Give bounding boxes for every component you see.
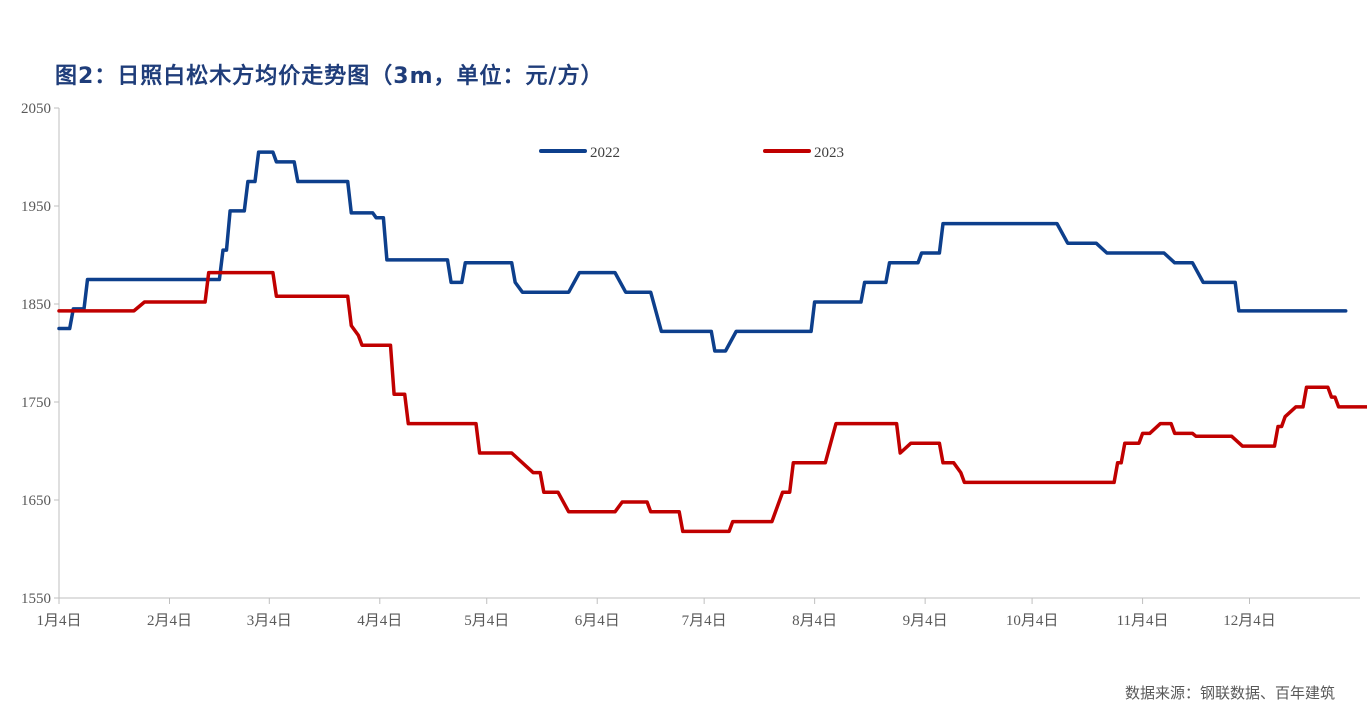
x-tick-label: 3月4日 xyxy=(247,613,292,629)
data-source-note: 数据来源：钢联数据、百年建筑 xyxy=(1124,684,1335,702)
x-tick-label: 2月4日 xyxy=(147,613,192,629)
x-tick-label: 7月4日 xyxy=(682,613,727,629)
axes: 1550 1650 1750 1850 1950 2050 1月4日 2月4日 3月4日 4月4日… xyxy=(21,101,1360,629)
y-tick-label: 1650 xyxy=(21,493,51,509)
y-tick-label: 1550 xyxy=(21,591,51,607)
x-tick-label: 10月4日 xyxy=(1006,613,1059,629)
x-tick-label: 8月4日 xyxy=(792,613,837,629)
legend-label-2022: 2022 xyxy=(590,145,620,161)
x-tick-label: 4月4日 xyxy=(357,613,402,629)
x-tick-label: 9月4日 xyxy=(903,613,948,629)
x-tick-label: 11月4日 xyxy=(1117,613,1169,629)
y-tick-label: 1750 xyxy=(21,395,51,411)
legend: 2022 2023 xyxy=(539,145,844,161)
y-tick-label: 1950 xyxy=(21,199,51,215)
series-line-2022 xyxy=(57,150,1348,353)
y-tick-label: 1850 xyxy=(21,297,51,313)
series-group xyxy=(57,150,1367,534)
x-tick-label: 5月4日 xyxy=(464,613,509,629)
x-tick-label: 12月4日 xyxy=(1223,613,1276,629)
x-tick-label: 6月4日 xyxy=(575,613,620,629)
y-tick-label: 2050 xyxy=(21,101,51,117)
legend-label-2023: 2023 xyxy=(814,145,844,161)
chart-title: 图2：日照白松木方均价走势图（3m，单位：元/方） xyxy=(55,64,604,89)
x-tick-label: 1月4日 xyxy=(36,613,81,629)
series-line-2023 xyxy=(57,270,1367,534)
